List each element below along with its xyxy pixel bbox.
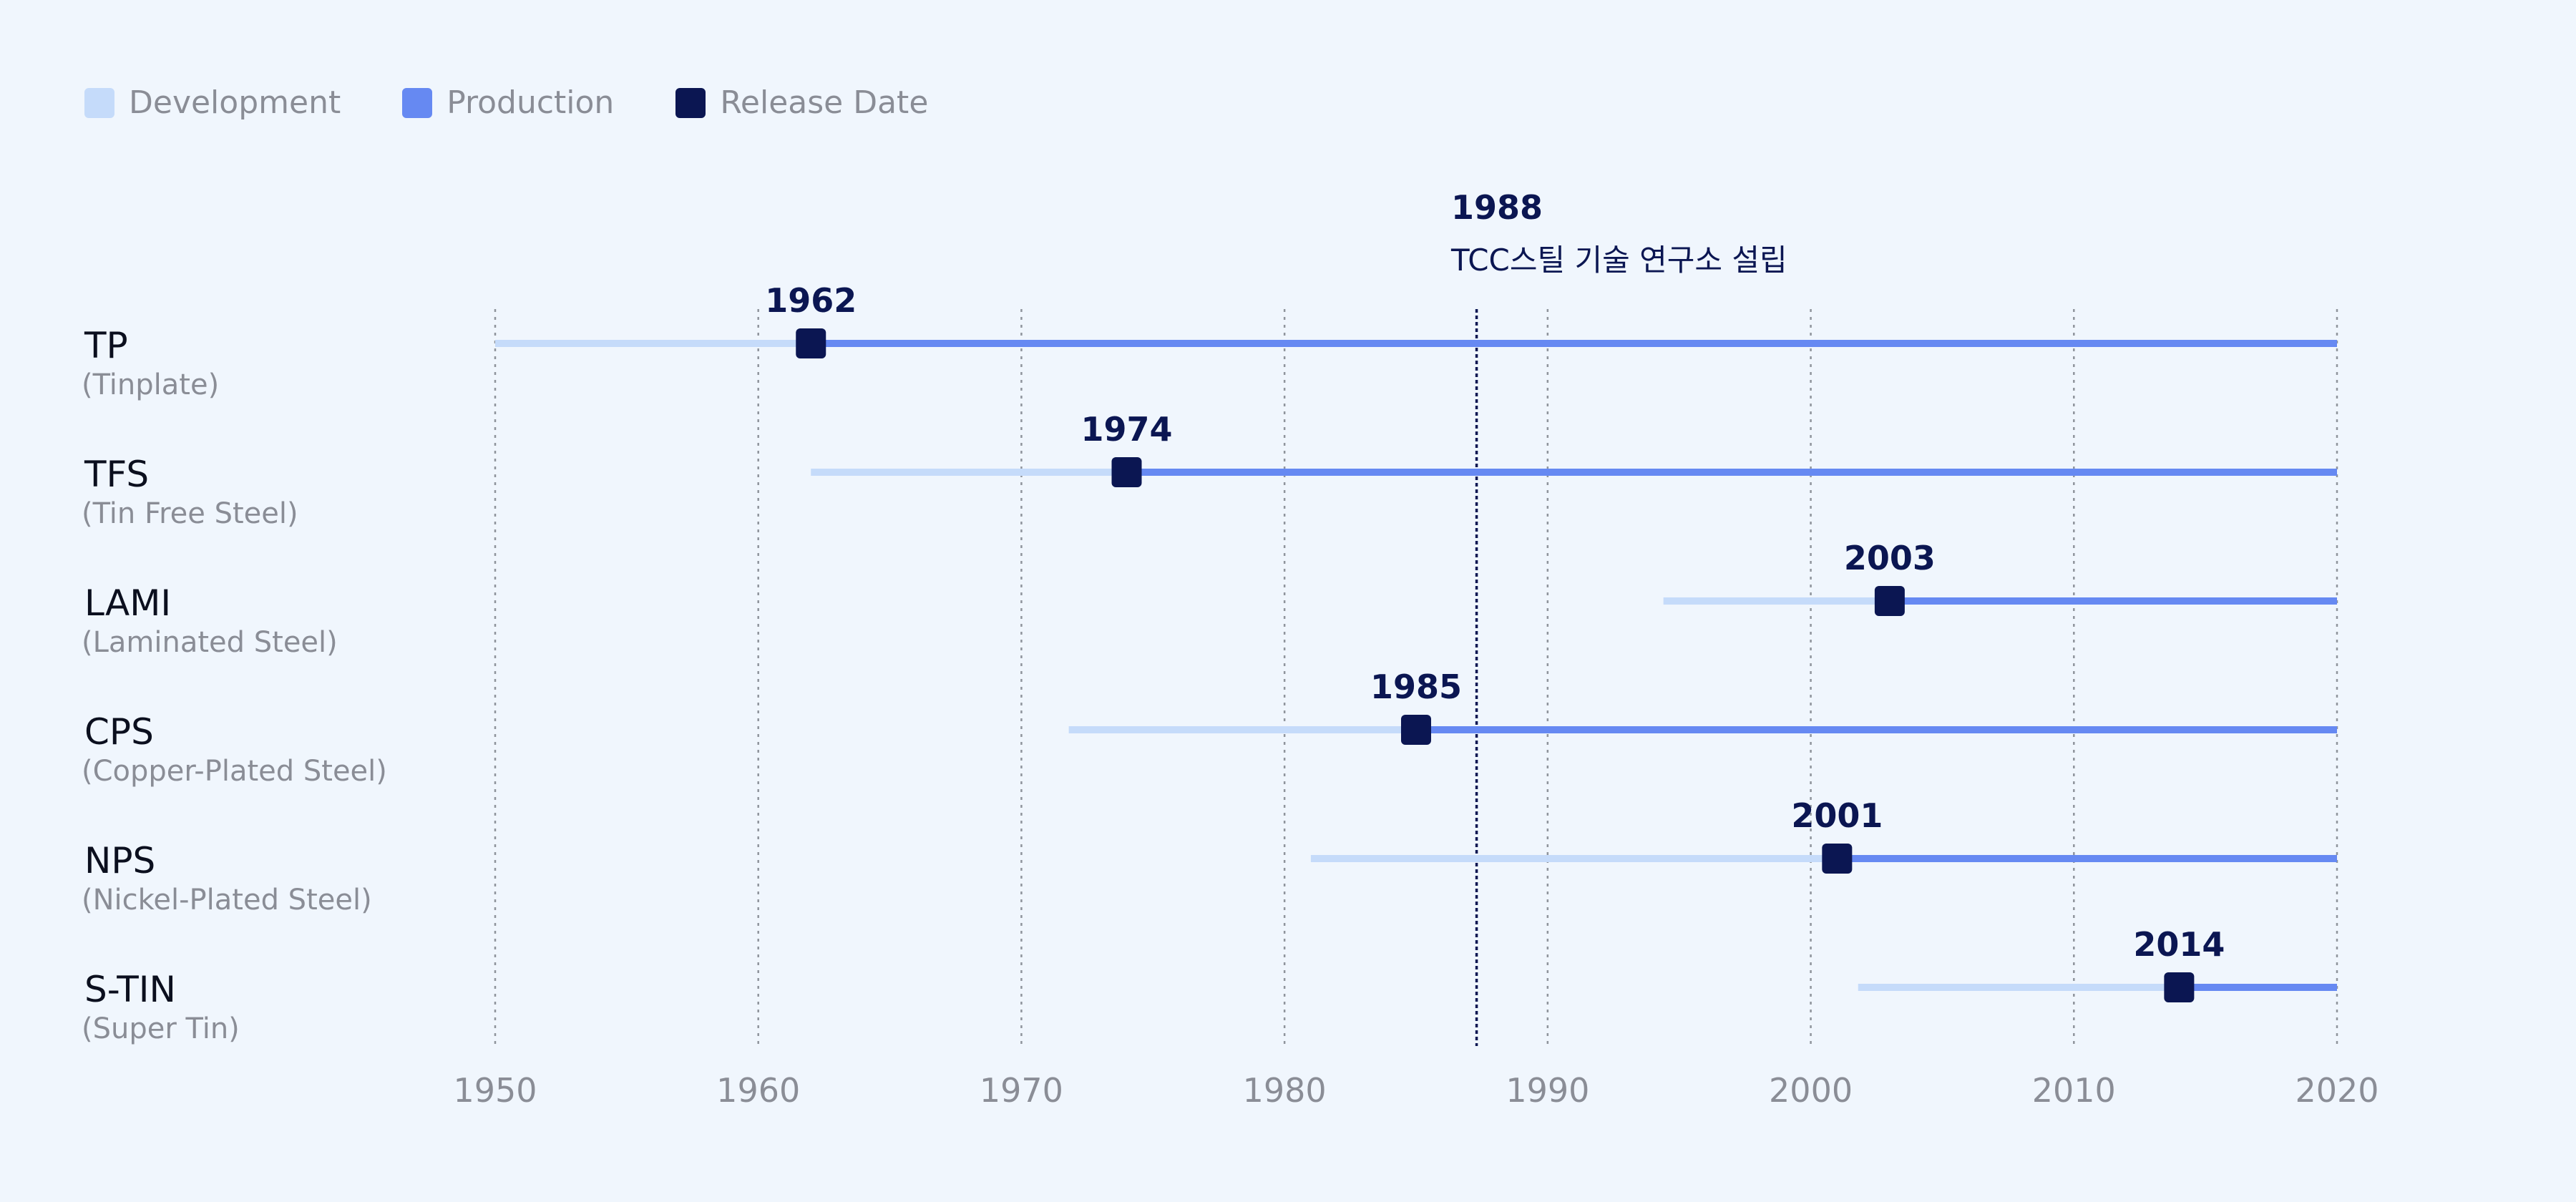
row-code: TFS (84, 454, 150, 495)
row-name: (Copper-Plated Steel) (82, 755, 387, 788)
release-label-tfs: 1974 (1080, 410, 1172, 449)
x-tick-label-2010: 2010 (2032, 1071, 2116, 1110)
development-bar-cps (1068, 726, 1416, 733)
milestone-text: TCC스틸 기술 연구소 설립 (1450, 243, 1787, 278)
row-code: S-TIN (84, 969, 176, 1010)
legend-label-release: Release Date (720, 84, 929, 121)
release-marker-lami (1874, 586, 1905, 616)
production-bar-nps (1837, 855, 2337, 862)
x-tick-label-2020: 2020 (2295, 1071, 2379, 1110)
production-bar-tfs (1126, 469, 2337, 476)
x-tick-label-1970: 1970 (980, 1071, 1063, 1110)
row-code: NPS (84, 840, 156, 881)
release-label-tp: 1962 (765, 281, 857, 320)
legend-item-development: Development (84, 84, 341, 121)
row-name: (Laminated Steel) (82, 626, 338, 659)
legend-item-production: Production (402, 84, 614, 121)
release-label-s-tin: 2014 (2133, 925, 2225, 964)
legend-swatch-release (675, 87, 706, 118)
release-marker-tp (796, 328, 826, 358)
row-label-lami: LAMI (Laminated Steel) (82, 582, 338, 661)
legend-item-release: Release Date (675, 84, 928, 121)
milestone-year-label: 1988 (1451, 188, 1543, 227)
row-name: (Super Tin) (82, 1012, 240, 1045)
row-label-s-tin: S-TIN (Super Tin) (82, 969, 240, 1047)
row-code: TP (84, 325, 128, 366)
legend-swatch-production (402, 87, 433, 118)
x-tick-label-1990: 1990 (1506, 1071, 1589, 1110)
development-bar-tfs (811, 469, 1127, 476)
row-name: (Nickel-Plated Steel) (82, 884, 372, 917)
x-tick-label-1960: 1960 (716, 1071, 800, 1110)
production-bar-lami (1889, 597, 2337, 605)
release-marker-s-tin (2164, 972, 2195, 1002)
row-label-cps: CPS (Copper-Plated Steel) (82, 711, 387, 790)
production-bar-tp (811, 340, 2337, 347)
x-tick-label-1950: 1950 (453, 1071, 537, 1110)
release-marker-nps (1822, 844, 1853, 874)
development-bar-nps (1310, 855, 1838, 862)
production-bar-cps (1416, 726, 2337, 733)
development-bar-lami (1663, 597, 1890, 605)
x-tick-label-2000: 2000 (1769, 1071, 1853, 1110)
legend-label-production: Production (447, 84, 615, 121)
row-label-nps: NPS (Nickel-Plated Steel) (82, 840, 372, 919)
release-label-lami: 2003 (1844, 539, 1936, 577)
release-label-nps: 2001 (1791, 796, 1883, 835)
development-bar-tp (495, 340, 811, 347)
legend-swatch-development (84, 87, 114, 118)
development-bar-s-tin (1858, 984, 2180, 991)
row-name: (Tin Free Steel) (82, 497, 298, 530)
legend-label-development: Development (129, 84, 341, 121)
row-name: (Tinplate) (82, 368, 220, 401)
row-code: LAMI (84, 582, 172, 624)
release-marker-cps (1401, 715, 1431, 745)
legend: Development Production Release Date (84, 84, 990, 121)
production-bar-s-tin (2179, 984, 2337, 991)
row-label-tp: TP (Tinplate) (82, 325, 220, 404)
release-marker-tfs (1111, 457, 1142, 487)
release-label-cps: 1985 (1370, 668, 1462, 706)
x-tick-label-1980: 1980 (1243, 1071, 1327, 1110)
row-code: CPS (84, 711, 154, 753)
row-label-tfs: TFS (Tin Free Steel) (82, 454, 298, 532)
